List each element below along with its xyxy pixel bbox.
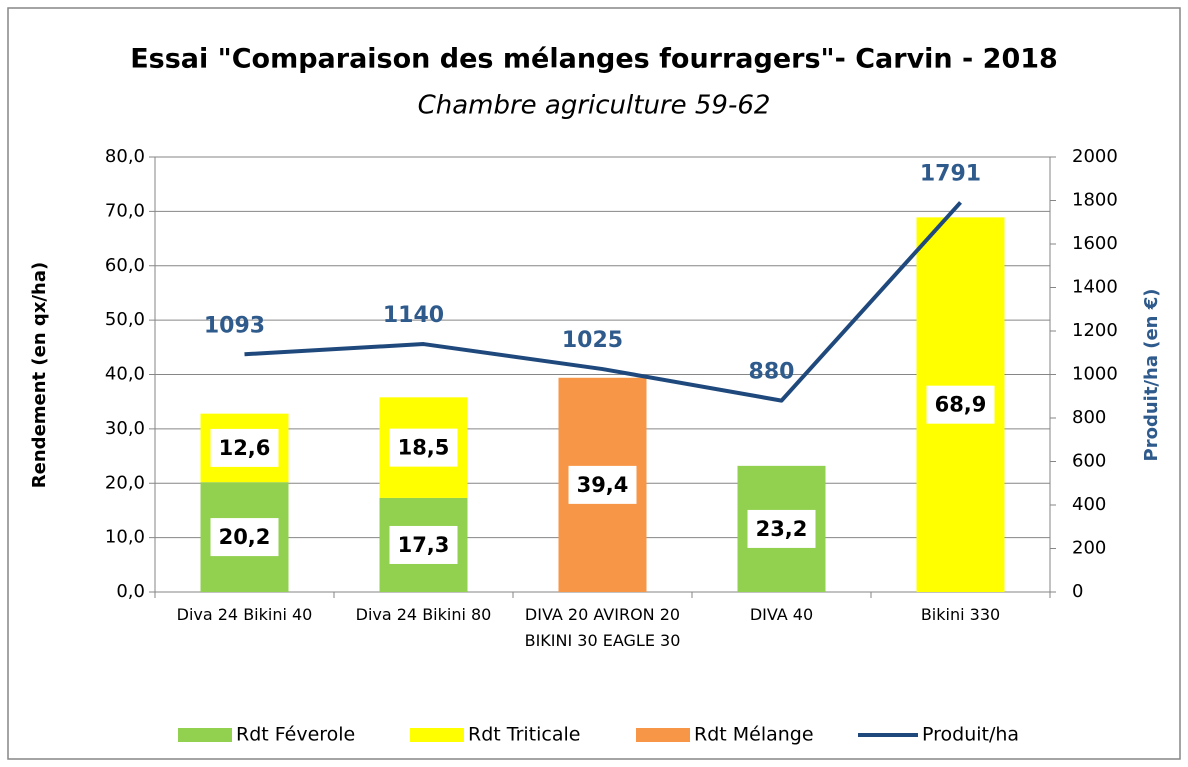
data-label: 12,6 [219, 436, 271, 460]
y2-tick-label: 2000 [1072, 146, 1118, 167]
y-axis-title: Rendement (en qx/ha) [29, 262, 50, 488]
x-tick-label: Diva 24 Bikini 40 [176, 605, 313, 624]
data-label: 18,5 [398, 436, 450, 460]
y2-tick-label: 0 [1072, 581, 1083, 602]
y2-tick-label: 1400 [1072, 277, 1118, 298]
line-label: 1025 [562, 328, 623, 353]
y-tick-label: 60,0 [105, 255, 145, 276]
data-label: 23,2 [756, 517, 808, 541]
data-label-box [210, 518, 279, 557]
y2-tick-label: 200 [1072, 538, 1106, 559]
legend-swatch [636, 728, 690, 742]
data-label-box [389, 428, 458, 467]
y-tick-label: 10,0 [105, 527, 145, 548]
data-label: 17,3 [398, 533, 450, 557]
x-tick-label: DIVA 40 [749, 605, 814, 624]
y2-tick-label: 600 [1072, 451, 1106, 472]
y2-tick-label: 400 [1072, 494, 1106, 515]
data-label-box [926, 385, 995, 424]
y2-tick-label: 1800 [1072, 190, 1118, 211]
y-tick-label: 30,0 [105, 418, 145, 439]
y-tick-label: 50,0 [105, 309, 145, 330]
y2-axis-title: Produit/ha (en €) [1141, 289, 1162, 462]
line-label: 1791 [920, 161, 981, 186]
chart-subtitle: Chambre agriculture 59-62 [418, 91, 771, 121]
y-tick-label: 40,0 [105, 364, 145, 385]
legend-label: Produit/ha [922, 724, 1019, 746]
data-label: 39,4 [577, 473, 629, 497]
data-label-box [568, 465, 637, 504]
chart-title: Essai "Comparaison des mélanges fourrage… [130, 44, 1058, 75]
y-tick-label: 70,0 [105, 200, 145, 221]
data-label-box [747, 509, 816, 548]
legend-swatch [410, 728, 464, 742]
line [244, 201, 962, 403]
data-label-box [210, 428, 279, 467]
data-label: 68,9 [935, 393, 987, 417]
y2-tick-label: 1200 [1072, 320, 1118, 341]
legend-label: Rdt Féverole [236, 724, 355, 746]
y-tick-label: 20,0 [105, 472, 145, 493]
line-label: 880 [749, 360, 795, 385]
data-label: 20,2 [219, 525, 271, 549]
y2-tick-label: 800 [1072, 407, 1106, 428]
data-label-box [389, 525, 458, 564]
line-label: 1140 [383, 303, 444, 328]
y-tick-label: 0,0 [116, 581, 145, 602]
x-tick-label: DIVA 20 AVIRON 20 BIKINI 30 EAGLE 30 [524, 605, 681, 650]
y2-tick-label: 1600 [1072, 233, 1118, 254]
y2-tick-label: 1000 [1072, 364, 1118, 385]
line-label: 1093 [204, 313, 265, 338]
x-tick-label: Diva 24 Bikini 80 [355, 605, 492, 624]
x-tick-label: Bikini 330 [920, 605, 1001, 624]
legend-label: Rdt Triticale [468, 724, 580, 746]
y-tick-label: 80,0 [105, 146, 145, 167]
legend-swatch [178, 728, 232, 742]
legend-label: Rdt Mélange [694, 724, 814, 746]
